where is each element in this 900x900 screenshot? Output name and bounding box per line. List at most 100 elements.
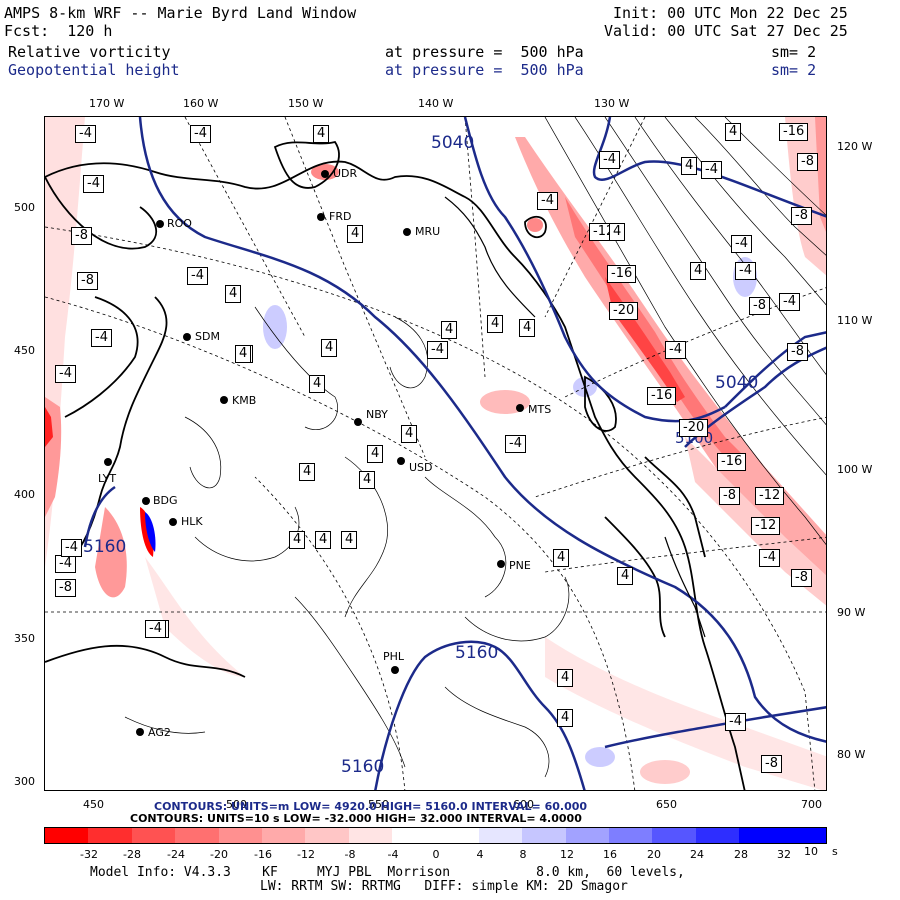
colorbar-label: -12 [297, 848, 315, 861]
map-canvas [45, 117, 826, 790]
vort-label: 4 [299, 463, 316, 481]
vort-label: -12 [751, 517, 781, 535]
station-marker [136, 728, 144, 736]
colorbar-label: -32 [80, 848, 98, 861]
station-marker [397, 457, 405, 465]
colorbar-swatch [522, 828, 566, 843]
vort-label: -8 [797, 153, 818, 171]
vort-label: -4 [83, 175, 104, 193]
colorbar-swatch [45, 828, 89, 843]
colorbar-swatch [88, 828, 132, 843]
lon-label-top: 130 W [594, 97, 630, 110]
vort-label: 4 [315, 531, 332, 549]
station-label: HLK [181, 515, 203, 528]
vort-label: -16 [607, 265, 637, 283]
height-label: 5160 [455, 643, 499, 663]
lon-label-right: 90 W [837, 606, 866, 619]
station-label: KMB [232, 394, 257, 407]
colorbar-swatch [175, 828, 219, 843]
colorbar-label: 32 [777, 848, 791, 861]
station-label: NBY [366, 408, 388, 421]
colorbar-swatch [652, 828, 696, 843]
lon-label-top: 140 W [418, 97, 454, 110]
lon-label-top: 160 W [183, 97, 219, 110]
vort-label: -4 [537, 192, 558, 210]
vort-label: -4 [55, 365, 76, 383]
station-marker [497, 560, 505, 568]
vort-label: -4 [701, 161, 722, 179]
station-marker [169, 518, 177, 526]
vort-label: -4 [725, 713, 746, 731]
vort-label: -16 [779, 123, 809, 141]
colorbar-swatch [478, 828, 523, 843]
init-time: Init: 00 UTC Mon 22 Dec 25 [613, 4, 848, 22]
vort-label: 4 [553, 549, 570, 567]
colorbar-swatch [565, 828, 610, 843]
vort-label: 4 [359, 471, 376, 489]
model-info-line2: LW: RRTM SW: RRTMG DIFF: simple KM: 2D S… [260, 879, 628, 894]
station-marker [317, 213, 325, 221]
colorbar-label: -8 [344, 848, 356, 861]
lon-label-right: 80 W [837, 748, 866, 761]
station-label: MTS [528, 403, 552, 416]
y-tick-label: 400 [14, 488, 35, 501]
vorticity-contour-info: CONTOURS: UNITS=10 s LOW= -32.000 HIGH= … [130, 812, 582, 825]
colorbar-swatch [218, 828, 262, 843]
field1-level: at pressure = 500 hPa [385, 43, 584, 61]
vort-label: 4 [289, 531, 306, 549]
vort-label: -4 [779, 293, 800, 311]
station-label: BDG [153, 494, 178, 507]
vort-label: -8 [761, 755, 782, 773]
colorbar-label: 12 [560, 848, 574, 861]
vort-label: -4 [735, 262, 756, 280]
colorbar-swatch [782, 828, 827, 843]
vort-label: -8 [71, 227, 92, 245]
colorbar-swatch [609, 828, 653, 843]
lon-label-right: 110 W [837, 314, 873, 327]
vort-label: 4 [313, 125, 330, 143]
vort-label: 4 [347, 225, 364, 243]
station-label: PNE [509, 559, 531, 572]
vort-label: 4 [725, 123, 742, 141]
field2-name: Geopotential height [8, 61, 180, 79]
station-label: SDM [195, 330, 220, 343]
vort-label: 4 [235, 345, 252, 363]
vort-label: 4 [309, 375, 326, 393]
vort-label: 4 [557, 709, 574, 727]
colorbar-swatch [695, 828, 740, 843]
vort-label: 4 [401, 425, 418, 443]
y-tick-label: 300 [14, 775, 35, 788]
vort-label: 4 [225, 285, 242, 303]
lat-lon-grid [45, 117, 826, 790]
height-label: 5160 [83, 537, 127, 557]
colorbar-label: 28 [734, 848, 748, 861]
vort-label: 4 [441, 321, 458, 339]
vort-label: -4 [505, 435, 526, 453]
field1-name: Relative vorticity [8, 43, 171, 61]
vort-label: -4 [427, 341, 448, 359]
vort-label: -12 [755, 487, 785, 505]
y-tick-label: 500 [14, 201, 35, 214]
valid-time: Valid: 00 UTC Sat 27 Dec 25 [604, 22, 848, 40]
chart-title: AMPS 8-km WRF -- Marie Byrd Land Window [4, 4, 357, 22]
vort-label: -20 [679, 419, 709, 437]
station-label: UDR [333, 167, 358, 180]
station-marker [142, 497, 150, 505]
vort-label: -4 [91, 329, 112, 347]
vort-label: -4 [190, 125, 211, 143]
field1-smooth: sm= 2 [771, 43, 817, 61]
vort-label: -8 [55, 579, 76, 597]
vort-label: 4 [367, 445, 384, 463]
x-tick-label: 650 [656, 798, 677, 811]
station-marker [403, 228, 411, 236]
y-tick-label: 450 [14, 344, 35, 357]
lon-label-top: 150 W [288, 97, 324, 110]
lon-label-top: 170 W [89, 97, 125, 110]
colorbar-swatch [348, 828, 393, 843]
colorbar-swatch [261, 828, 306, 843]
vort-label: -4 [55, 555, 76, 573]
station-label: MRU [415, 225, 441, 238]
station-marker [354, 418, 362, 426]
colorbar-label: 8 [519, 848, 527, 861]
station-label: LYT [98, 472, 117, 485]
